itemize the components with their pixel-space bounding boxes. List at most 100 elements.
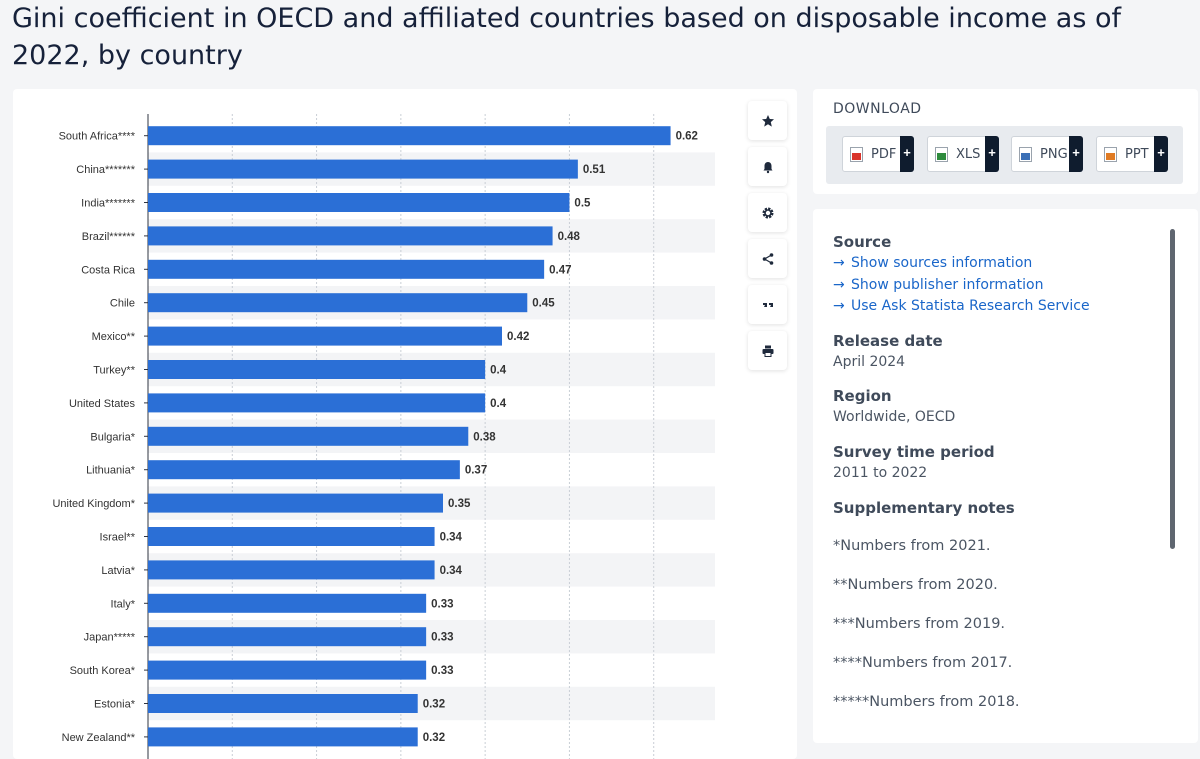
data-label: 0.62 <box>676 131 698 143</box>
favorite-button[interactable] <box>748 101 787 140</box>
settings-button[interactable] <box>748 193 787 232</box>
category-label: Japan***** <box>84 632 136 644</box>
note-line: **Numbers from 2020. <box>833 577 998 593</box>
data-label: 0.33 <box>431 632 453 644</box>
bar[interactable] <box>148 326 502 346</box>
pdf-file-icon <box>850 147 863 162</box>
bar[interactable] <box>148 259 545 279</box>
bar[interactable] <box>148 360 486 379</box>
data-label: 0.45 <box>532 298 555 310</box>
category-label: Turkey** <box>93 365 135 377</box>
bar[interactable] <box>148 560 435 580</box>
bar[interactable] <box>148 593 427 613</box>
category-label: Mexico** <box>92 331 136 343</box>
data-label: 0.37 <box>465 465 487 477</box>
bar[interactable] <box>148 226 553 246</box>
bar[interactable] <box>148 393 486 413</box>
bar[interactable] <box>148 293 528 313</box>
category-label: China******* <box>76 164 135 176</box>
data-label: 0.4 <box>490 398 507 410</box>
plus-icon[interactable]: + <box>1154 136 1168 172</box>
bar[interactable] <box>148 426 469 446</box>
info-panel: Source → Show sources information → Show p… <box>813 209 1198 743</box>
gear-icon <box>762 207 773 218</box>
data-label: 0.48 <box>558 231 581 243</box>
bar[interactable] <box>148 193 570 212</box>
release-value: April 2024 <box>833 354 906 370</box>
category-label: Estonia* <box>94 699 136 711</box>
publisher-info-link[interactable]: → Show publisher information <box>833 277 1043 293</box>
note-line: ****Numbers from 2017. <box>833 655 1013 671</box>
region-heading: Region <box>833 387 892 405</box>
notification-button[interactable] <box>748 147 787 186</box>
bar[interactable] <box>148 694 418 713</box>
bar[interactable] <box>148 660 427 680</box>
data-label: 0.51 <box>583 164 606 176</box>
download-ppt-button[interactable]: PPT + <box>1096 136 1168 172</box>
star-icon <box>761 114 774 127</box>
link-text: Use Ask Statista Research Service <box>851 298 1090 314</box>
category-label: Lithuania* <box>86 465 136 477</box>
download-xls-button[interactable]: XLS + <box>927 136 999 172</box>
download-label: PPT <box>1125 147 1149 162</box>
print-button[interactable] <box>748 331 787 370</box>
bar[interactable] <box>148 126 671 146</box>
plus-icon[interactable]: + <box>985 136 999 172</box>
region-value: Worldwide, OECD <box>833 409 956 425</box>
png-file-icon <box>1019 147 1032 162</box>
notes-heading: Supplementary notes <box>833 499 1015 517</box>
source-heading: Source <box>833 233 892 251</box>
xls-file-icon <box>935 147 948 162</box>
data-label: 0.33 <box>431 598 453 610</box>
category-label: United States <box>69 398 136 410</box>
arrow-right-icon: → <box>833 298 845 314</box>
plus-icon[interactable]: + <box>900 136 914 172</box>
download-png-button[interactable]: PNG + <box>1011 136 1083 172</box>
download-pdf-button[interactable]: PDF + <box>842 136 914 172</box>
data-label: 0.33 <box>431 665 453 677</box>
bar[interactable] <box>148 527 435 546</box>
data-label: 0.35 <box>448 498 471 510</box>
category-label: United Kingdom* <box>52 498 135 510</box>
note-line: *****Numbers from 2018. <box>833 694 1020 710</box>
category-label: New Zealand** <box>62 732 136 744</box>
period-value: 2011 to 2022 <box>833 465 928 481</box>
bar[interactable] <box>148 460 460 480</box>
category-label: India******* <box>81 198 136 210</box>
data-label: 0.42 <box>507 331 529 343</box>
data-label: 0.4 <box>490 365 507 377</box>
link-text: Show publisher information <box>851 277 1044 293</box>
cite-button[interactable] <box>748 285 787 324</box>
arrow-right-icon: → <box>833 255 845 271</box>
category-label: Italy* <box>111 598 136 610</box>
note-line: ***Numbers from 2019. <box>833 616 1006 632</box>
release-heading: Release date <box>833 332 943 350</box>
category-label: South Korea* <box>70 665 136 677</box>
sources-info-link[interactable]: → Show sources information <box>833 255 1032 271</box>
arrow-right-icon: → <box>833 277 845 293</box>
category-label: Israel** <box>100 532 136 544</box>
download-title: DOWNLOAD <box>833 101 922 117</box>
period-heading: Survey time period <box>833 443 995 461</box>
scrollbar-thumb[interactable] <box>1170 229 1175 549</box>
bar[interactable] <box>148 159 578 179</box>
data-label: 0.34 <box>440 532 463 544</box>
bell-icon <box>763 161 772 173</box>
data-label: 0.32 <box>423 732 445 744</box>
category-label: Costa Rica <box>81 264 136 276</box>
category-label: South Africa**** <box>59 131 136 143</box>
category-label: Brazil****** <box>82 231 136 243</box>
plus-icon[interactable]: + <box>1069 136 1083 172</box>
category-label: Latvia* <box>101 565 135 577</box>
data-label: 0.34 <box>440 565 463 577</box>
bar[interactable] <box>148 727 418 747</box>
share-button[interactable] <box>748 239 787 278</box>
research-service-link[interactable]: → Use Ask Statista Research Service <box>833 298 1090 314</box>
category-label: Chile <box>110 298 135 310</box>
link-text: Show sources information <box>851 255 1033 271</box>
bar[interactable] <box>148 627 427 647</box>
bar-chart: South Africa**** 0.62 China******* 0.51 Indi… <box>52 114 715 759</box>
bar[interactable] <box>148 493 443 513</box>
data-label: 0.47 <box>549 264 571 276</box>
share-icon <box>762 252 773 265</box>
